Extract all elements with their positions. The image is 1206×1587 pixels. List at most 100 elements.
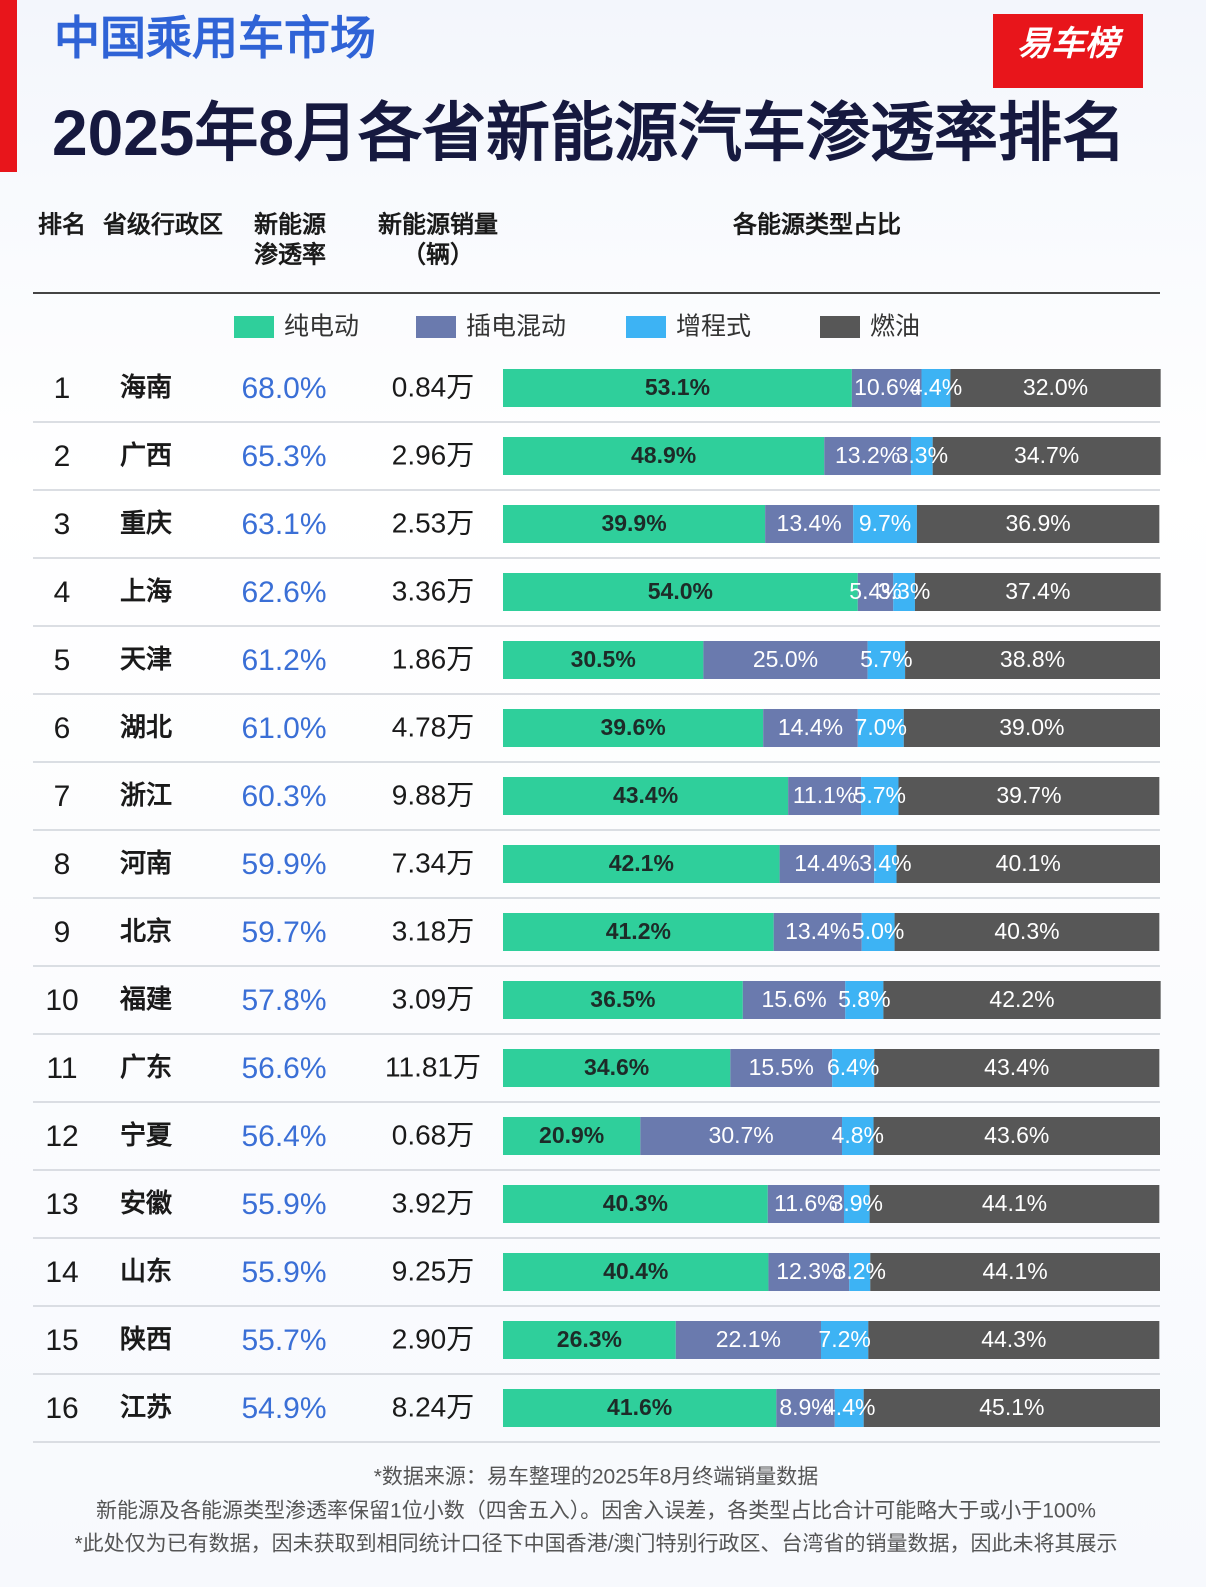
value-label: 14.4% bbox=[794, 850, 859, 876]
bar-segment bbox=[503, 913, 774, 951]
value-label: 15.6% bbox=[761, 986, 826, 1012]
bar-segment bbox=[640, 1117, 843, 1155]
value-label: 40.1% bbox=[996, 850, 1061, 876]
bar-segment bbox=[503, 369, 852, 407]
rank: 7 bbox=[54, 780, 71, 813]
value-label: 43.4% bbox=[613, 782, 678, 808]
bar-segment bbox=[503, 437, 825, 475]
sales: 11.81万 bbox=[385, 1051, 481, 1082]
value-label: 40.3% bbox=[994, 918, 1059, 944]
province: 上海 bbox=[120, 576, 172, 606]
value-label: 8.9% bbox=[779, 1394, 831, 1420]
value-label: 4.4% bbox=[910, 374, 962, 400]
sales: 2.53万 bbox=[392, 507, 475, 538]
value-label: 3.2% bbox=[834, 1258, 886, 1284]
subtitle: 中国乘用车市场 bbox=[54, 12, 376, 64]
province: 浙江 bbox=[120, 780, 172, 810]
value-label: 3.4% bbox=[859, 850, 911, 876]
rank: 11 bbox=[46, 1052, 77, 1085]
sales: 4.78万 bbox=[392, 711, 475, 742]
value-label: 7.2% bbox=[818, 1326, 870, 1352]
bar-segment bbox=[842, 1117, 874, 1155]
bar-segment bbox=[779, 845, 875, 883]
bar-segment bbox=[921, 369, 951, 407]
bar-segment bbox=[503, 777, 789, 815]
bar-segment bbox=[503, 641, 704, 679]
value-label: 6.4% bbox=[827, 1054, 879, 1080]
value-label: 30.7% bbox=[709, 1122, 774, 1148]
bar-segment bbox=[903, 709, 1160, 747]
penetration-rate: 54.9% bbox=[241, 1392, 326, 1425]
legend-swatch bbox=[626, 316, 666, 338]
value-label: 4.4% bbox=[823, 1394, 875, 1420]
penetration-rate: 55.9% bbox=[241, 1188, 326, 1221]
bar-segment bbox=[868, 1321, 1160, 1359]
value-label: 36.9% bbox=[1006, 510, 1071, 536]
penetration-rate: 65.3% bbox=[241, 440, 326, 473]
value-label: 41.6% bbox=[607, 1394, 672, 1420]
value-label: 37.4% bbox=[1005, 578, 1070, 604]
bar-segment bbox=[503, 845, 780, 883]
bar-segment bbox=[776, 1389, 835, 1427]
province: 宁夏 bbox=[120, 1120, 173, 1150]
bar-segment bbox=[849, 1253, 871, 1291]
value-label: 43.6% bbox=[984, 1122, 1049, 1148]
value-label: 13.4% bbox=[785, 918, 850, 944]
bar-segment bbox=[851, 369, 922, 407]
province: 广西 bbox=[120, 440, 172, 470]
bar-segment bbox=[675, 1321, 821, 1359]
sales: 9.88万 bbox=[392, 779, 475, 810]
province: 江苏 bbox=[120, 1392, 172, 1422]
value-label: 38.8% bbox=[1000, 646, 1065, 672]
bar-segment bbox=[905, 641, 1160, 679]
province: 河南 bbox=[120, 848, 172, 878]
column-header: 排名 bbox=[38, 210, 86, 238]
sales: 1.86万 bbox=[392, 643, 475, 674]
legend-label: 插电混动 bbox=[466, 313, 566, 341]
value-label: 15.5% bbox=[749, 1054, 814, 1080]
bar-segment bbox=[869, 1185, 1160, 1223]
legend-label: 纯电动 bbox=[284, 313, 359, 341]
bar-segment bbox=[503, 505, 766, 543]
penetration-rate: 61.2% bbox=[241, 644, 326, 677]
value-label: 36.5% bbox=[590, 986, 655, 1012]
value-label: 40.3% bbox=[603, 1190, 668, 1216]
footnote: *数据来源：易车整理的2025年8月终端销量数据 bbox=[374, 1466, 819, 1489]
bar-segment bbox=[788, 777, 862, 815]
value-label: 10.6% bbox=[854, 374, 919, 400]
sales: 2.96万 bbox=[392, 439, 475, 470]
bar-segment bbox=[503, 1321, 676, 1359]
legend-swatch bbox=[416, 316, 456, 338]
rank: 13 bbox=[45, 1188, 78, 1221]
bar-segment bbox=[874, 845, 897, 883]
province: 湖北 bbox=[120, 712, 172, 742]
sales: 7.34万 bbox=[392, 847, 475, 878]
bar-segment bbox=[843, 1185, 870, 1223]
bar-segment bbox=[503, 573, 858, 611]
sales: 3.09万 bbox=[392, 983, 475, 1014]
bar-segment bbox=[898, 777, 1160, 815]
rank: 3 bbox=[54, 508, 71, 541]
value-label: 26.3% bbox=[557, 1326, 622, 1352]
penetration-rate: 55.7% bbox=[241, 1324, 326, 1357]
bar-segment bbox=[820, 1321, 869, 1359]
value-label: 44.3% bbox=[981, 1326, 1046, 1352]
penetration-rate: 59.9% bbox=[241, 848, 326, 881]
value-label: 20.9% bbox=[539, 1122, 604, 1148]
legend-swatch bbox=[234, 316, 274, 338]
value-label: 34.6% bbox=[584, 1054, 649, 1080]
logo-box bbox=[993, 14, 1143, 88]
value-label: 44.1% bbox=[982, 1190, 1047, 1216]
penetration-rate: 63.1% bbox=[241, 508, 326, 541]
sales: 3.36万 bbox=[392, 575, 475, 606]
legend-label: 增程式 bbox=[676, 313, 751, 341]
bar-segment bbox=[874, 1049, 1160, 1087]
bar-segment bbox=[765, 505, 854, 543]
rank: 12 bbox=[45, 1120, 78, 1153]
footnote: 新能源及各能源类型渗透率保留1位小数（四舍五入）。因舍入误差，各类型占比合计可能… bbox=[96, 1500, 1096, 1523]
sales: 8.24万 bbox=[392, 1391, 475, 1422]
bar-segment bbox=[767, 1185, 844, 1223]
bar-segment bbox=[845, 981, 884, 1019]
column-header: 新能源销量 bbox=[378, 210, 498, 238]
